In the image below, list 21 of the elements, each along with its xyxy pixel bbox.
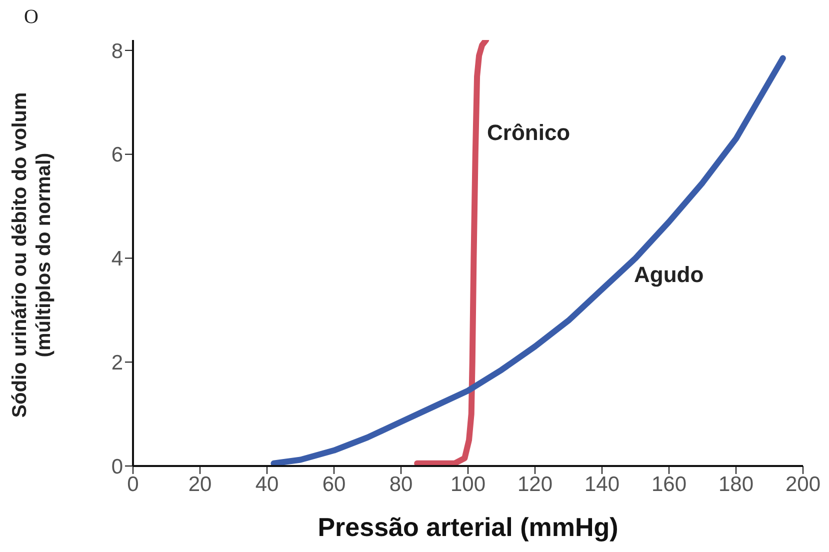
annotation: Crônico (487, 120, 570, 146)
x-tick-label: 140 (584, 472, 620, 496)
x-tick-label: 200 (785, 472, 821, 496)
y-tick-label: 0 (111, 455, 123, 478)
y-tick-label: 6 (111, 144, 123, 167)
y-tick-label: 8 (111, 40, 123, 63)
x-tick-label: 180 (718, 472, 754, 496)
x-tick-label: 80 (389, 472, 413, 496)
x-tick-label: 60 (322, 472, 346, 496)
y-axis-title: Sódio urinário ou débito do volum (múltiplos do normal) (9, 92, 55, 418)
x-tick-label: 160 (651, 472, 687, 496)
x-axis-title: Pressão arterial (mmHg) (318, 512, 618, 542)
x-tick-label: 20 (188, 472, 212, 496)
y-tick-label: 2 (111, 352, 123, 375)
y-tick-label: 4 (111, 248, 124, 271)
x-tick-label: 40 (255, 472, 279, 496)
annotation: Agudo (634, 262, 704, 288)
x-tick-label: 120 (517, 472, 553, 496)
x-tick-label: 0 (127, 472, 139, 496)
text: O (24, 6, 38, 29)
x-tick-label: 100 (450, 472, 486, 496)
